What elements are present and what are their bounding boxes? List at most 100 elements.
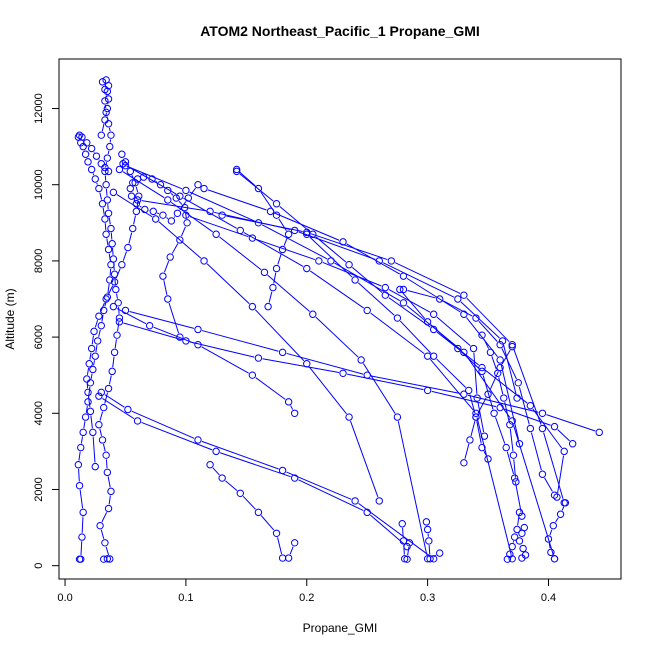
series-segment: [477, 397, 487, 414]
data-point: [101, 97, 109, 105]
series-segment: [129, 311, 195, 329]
series-segment: [181, 226, 186, 237]
data-point: [115, 314, 124, 322]
data-point: [115, 318, 124, 326]
data-point: [194, 436, 202, 444]
data-point: [469, 344, 478, 353]
data-point: [156, 181, 165, 189]
data-point: [74, 461, 83, 469]
series-segment: [394, 262, 461, 294]
data-point: [303, 264, 311, 273]
series-segment: [102, 397, 135, 420]
series-segment: [105, 459, 108, 469]
data-point: [232, 167, 241, 176]
data-point: [109, 302, 118, 311]
y-tick-label: 0: [33, 563, 45, 569]
series: [232, 165, 293, 311]
series-segment: [476, 421, 482, 444]
data-point: [176, 333, 184, 341]
series-segment: [466, 297, 510, 343]
series-segment: [158, 221, 202, 259]
data-point: [272, 200, 281, 208]
data-point: [248, 371, 257, 379]
series-segment: [141, 421, 213, 451]
data-point: [512, 478, 520, 486]
data-point: [75, 481, 84, 490]
data-point: [303, 360, 311, 368]
series-segment: [104, 223, 107, 231]
data-point: [103, 154, 112, 162]
data-point: [95, 184, 103, 193]
series-segment: [357, 282, 395, 316]
data-point: [375, 497, 383, 505]
data-point: [103, 87, 112, 96]
data-point: [81, 150, 90, 158]
series-segment: [530, 432, 542, 471]
series-segment: [315, 316, 359, 358]
series: [515, 523, 530, 562]
data-point: [113, 331, 121, 339]
series: [115, 165, 432, 563]
series-segment: [557, 455, 565, 494]
data-point: [425, 537, 433, 545]
data-point: [98, 200, 107, 208]
series-segment: [122, 171, 165, 199]
data-point: [473, 394, 481, 402]
series-segment: [517, 516, 520, 526]
series-segment: [92, 173, 95, 176]
series-segment: [86, 367, 90, 375]
data-point: [149, 207, 157, 216]
series-segment: [546, 414, 596, 432]
data-point: [110, 348, 119, 357]
data-point: [538, 470, 547, 478]
series: [83, 150, 143, 471]
data-point: [183, 219, 191, 227]
series-segment: [219, 452, 291, 478]
series: [121, 306, 603, 437]
data-point: [423, 386, 432, 395]
data-point: [127, 192, 136, 200]
data-point: [104, 120, 113, 128]
data-point: [95, 421, 103, 429]
series-segment: [260, 191, 275, 212]
data-point: [112, 285, 120, 294]
series-segment: [403, 545, 405, 555]
data-point: [254, 184, 263, 193]
series-segment: [501, 350, 511, 365]
data-point: [104, 209, 113, 217]
data-point: [102, 76, 110, 84]
data-point: [518, 554, 526, 562]
series-segment: [543, 432, 564, 499]
series-segment: [80, 541, 83, 556]
data-point: [75, 131, 84, 139]
data-point: [550, 422, 559, 431]
data-point: [104, 95, 113, 103]
data-point: [132, 207, 141, 216]
data-point: [118, 150, 126, 158]
series: [95, 76, 124, 563]
series-segment: [268, 291, 273, 303]
data-point: [87, 144, 96, 153]
data-point: [550, 491, 559, 499]
data-point: [422, 518, 431, 526]
series: [200, 184, 524, 448]
series-segment: [139, 205, 142, 208]
series: [121, 161, 559, 563]
series: [115, 318, 577, 448]
data-point: [490, 409, 498, 417]
data-point: [159, 272, 167, 280]
data-point: [513, 525, 521, 534]
series-segment: [80, 436, 84, 444]
data-point: [101, 215, 109, 223]
data-point: [151, 215, 160, 223]
data-point: [399, 285, 408, 294]
data-point: [78, 533, 86, 541]
data-point: [309, 310, 317, 318]
data-point: [106, 276, 114, 284]
data-point: [363, 306, 371, 315]
data-point: [486, 348, 495, 357]
series: [126, 173, 202, 341]
series-segment: [100, 302, 105, 313]
series-segment: [500, 363, 520, 440]
